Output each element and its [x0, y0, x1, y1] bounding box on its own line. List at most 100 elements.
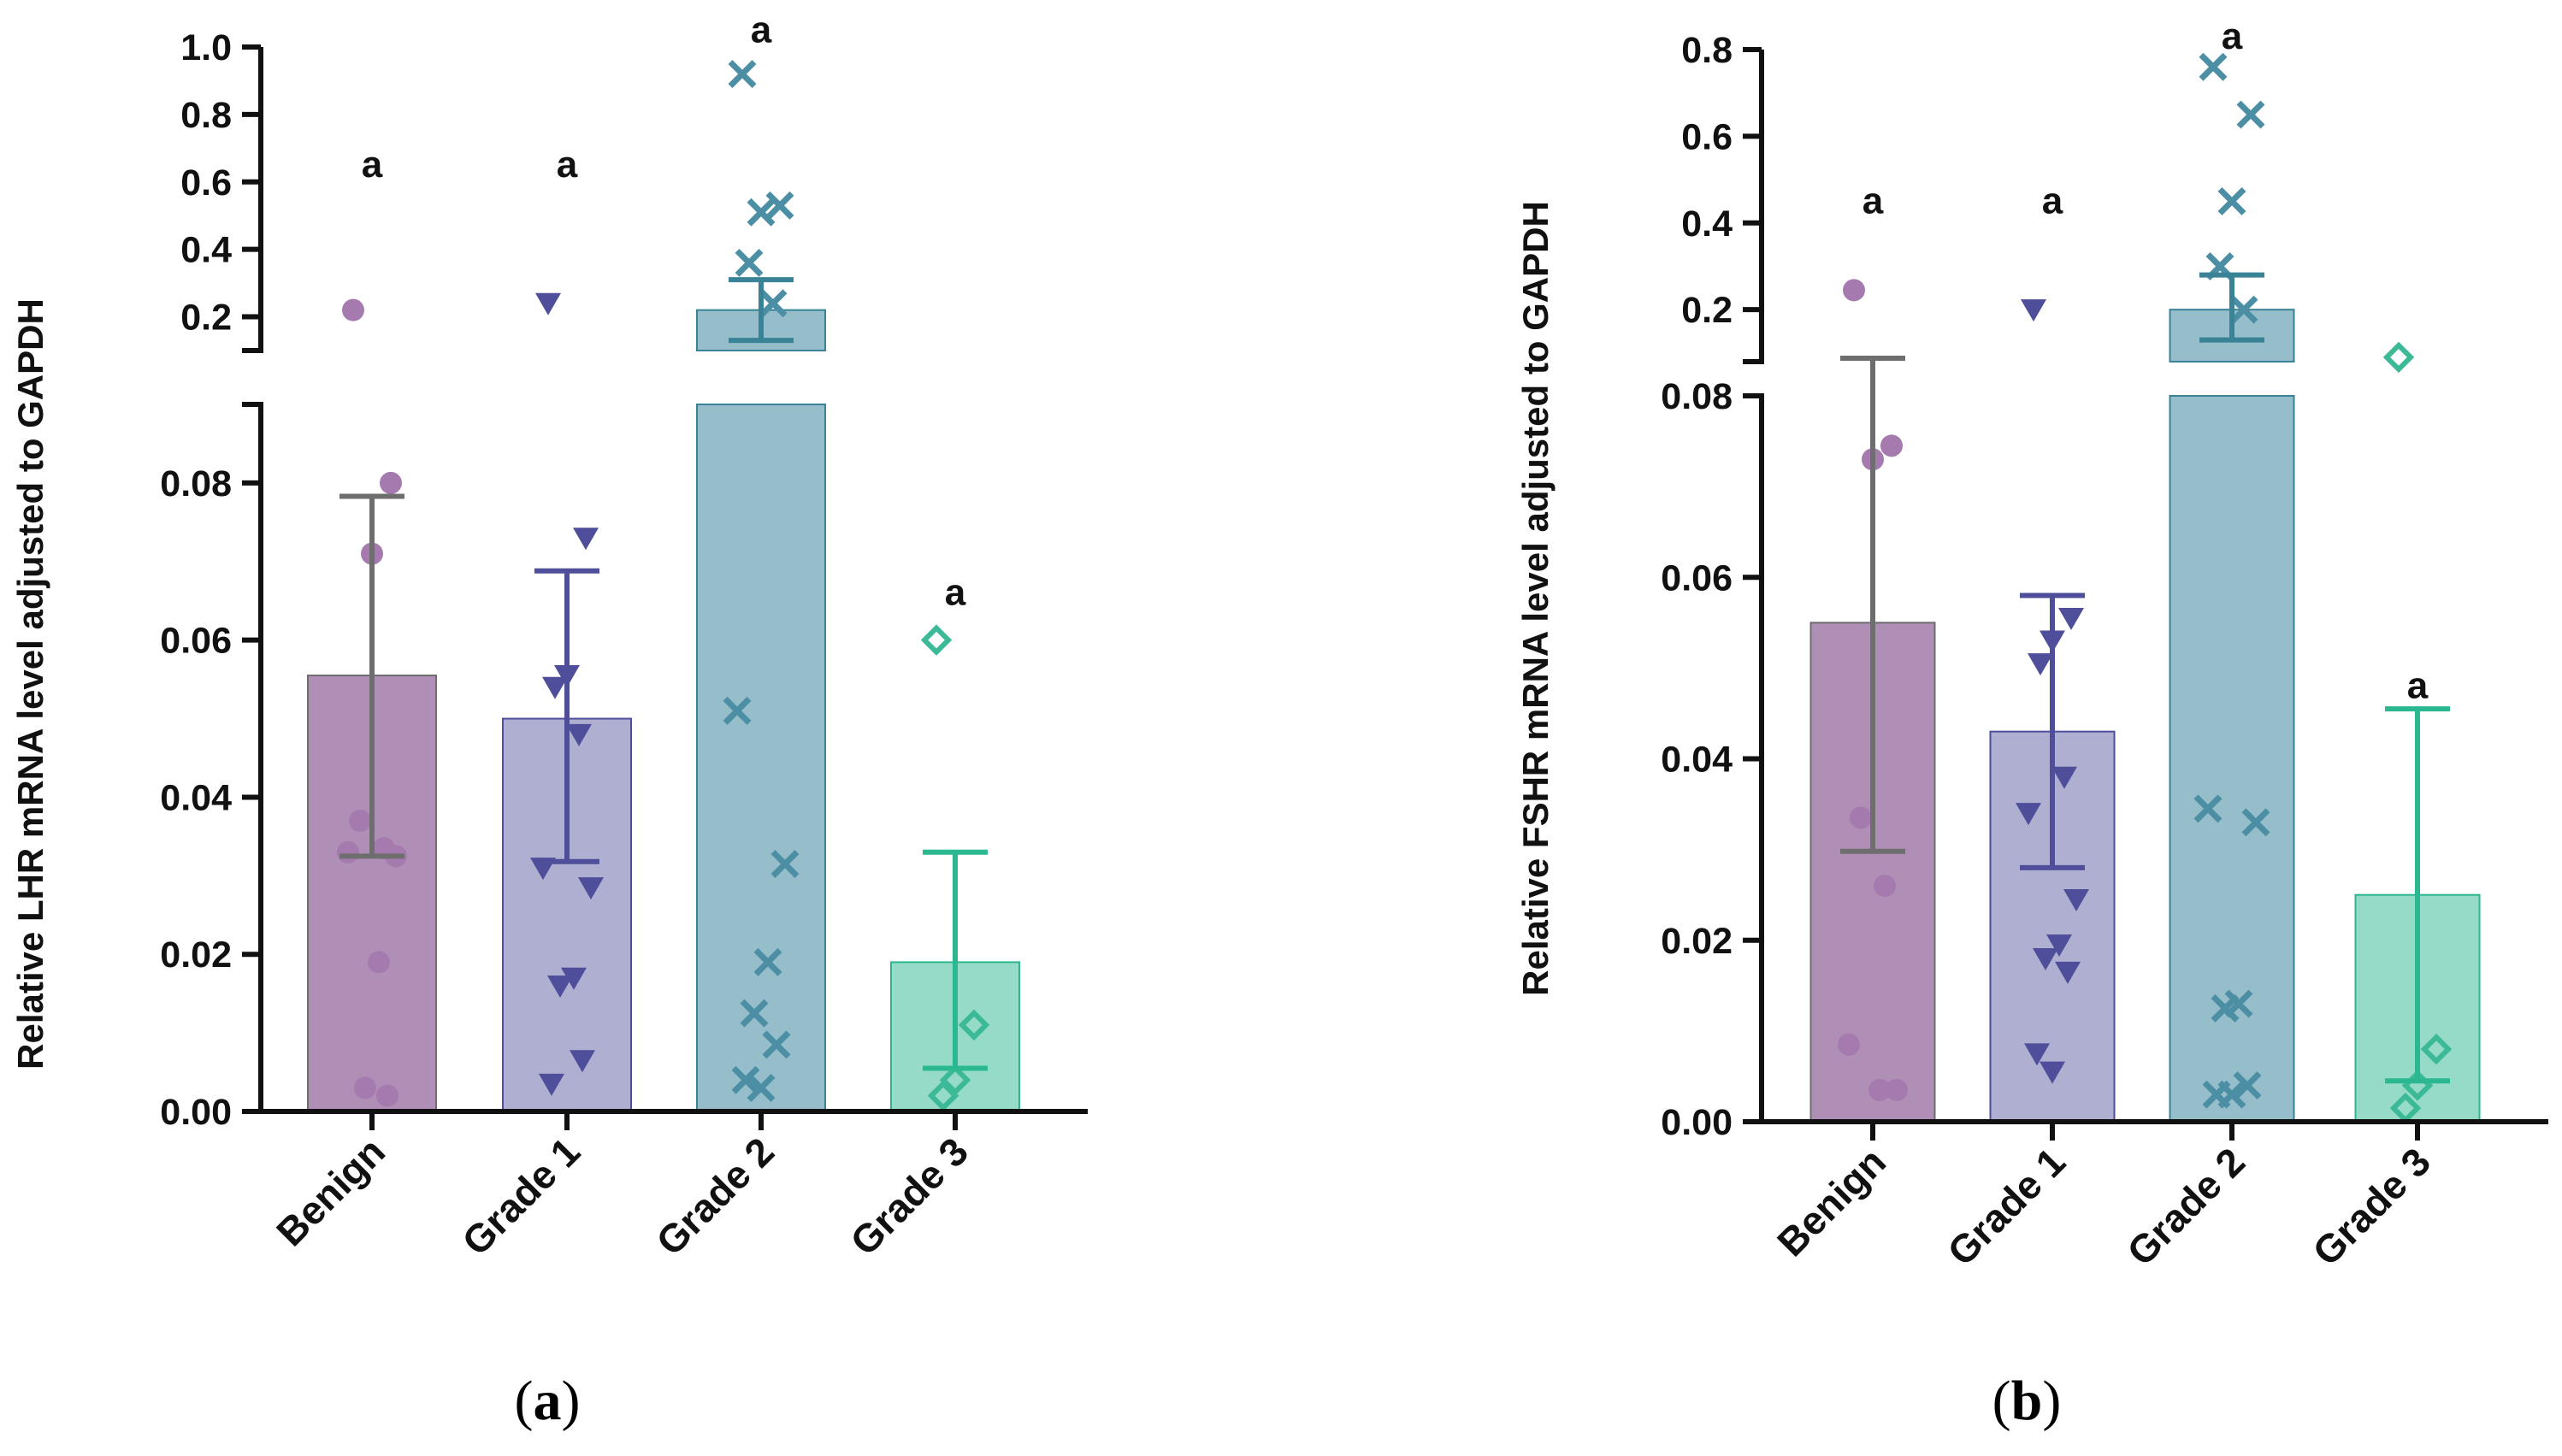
- data-point-grade-2: [747, 197, 776, 227]
- data-point-grade-2: [735, 248, 764, 277]
- data-point-grade-2: [765, 191, 794, 220]
- y-tick-label: 0.06: [1661, 557, 1733, 598]
- data-point-benign: [368, 951, 390, 974]
- data-point-grade-2: [2193, 794, 2223, 823]
- y-tick-label: 0.02: [160, 934, 232, 976]
- data-point-grade-1: [542, 676, 568, 699]
- data-point-grade-2: [2229, 295, 2258, 324]
- y-tick-label: 0.2: [180, 298, 232, 339]
- data-point-grade-1: [547, 975, 573, 998]
- y-tick-label: 0.00: [160, 1092, 232, 1133]
- x-tick-label-grade-3: Grade 3: [841, 1129, 977, 1264]
- x-tick-label-benign: Benign: [268, 1129, 393, 1254]
- significance-label-benign: a: [1862, 180, 1884, 221]
- y-tick-label: 0.08: [160, 463, 232, 504]
- data-point-grade-2: [2217, 186, 2246, 215]
- y-axis-title: Relative FSHR mRNA level adjusted to GAP…: [1515, 201, 1556, 996]
- data-point-grade-3: [958, 1009, 990, 1041]
- panel-a-chart: 0.00 0.02 0.04 0.06 0.08 0.2 0.4 0.6 0.8 1.0 Benig…: [10, 9, 1088, 1432]
- data-point-benign: [380, 471, 402, 494]
- data-point-benign: [1850, 806, 1872, 829]
- data-point-grade-1: [2040, 1061, 2065, 1084]
- y-tick-label: 0.04: [1661, 740, 1733, 781]
- panel-b-chart: 0.00 0.02 0.04 0.06 0.08 0.2 0.4 0.6 0.8 Benign Gr…: [1515, 15, 2548, 1432]
- y-tick-label: 0.02: [1661, 921, 1733, 962]
- data-point-grade-2: [747, 1073, 776, 1102]
- data-point-grade-1: [561, 967, 587, 990]
- x-tick-label-grade-1: Grade 1: [1939, 1139, 2074, 1274]
- significance-label-grade-3: a: [2407, 665, 2429, 707]
- data-point-grade-1: [2055, 961, 2081, 984]
- data-point-benign: [1868, 1078, 1891, 1101]
- data-point-grade-1: [2051, 766, 2077, 789]
- data-point-grade-1: [578, 877, 604, 900]
- x-tick-label-grade-1: Grade 1: [453, 1129, 588, 1264]
- y-tick-label: 0.08: [1661, 376, 1733, 417]
- data-point-benign: [1838, 1033, 1860, 1056]
- data-point-grade-1: [2016, 803, 2041, 826]
- data-point-grade-2: [759, 289, 788, 318]
- significance-label-grade-2: a: [751, 9, 772, 50]
- y-tick-label: 0.6: [1681, 116, 1733, 157]
- y-tick-label: 0.06: [160, 621, 232, 662]
- data-point-grade-1: [2063, 888, 2089, 911]
- data-point-grade-2: [2199, 52, 2228, 81]
- data-point-grade-2: [728, 60, 757, 89]
- y-tick-label: 0.6: [180, 162, 232, 203]
- data-point-grade-3: [2420, 1033, 2453, 1065]
- data-point-grade-2: [723, 696, 752, 725]
- data-point-grade-2: [762, 1030, 791, 1059]
- data-point-benign: [1874, 875, 1896, 898]
- significance-label-grade-1: a: [2042, 180, 2063, 221]
- data-point-grade-1: [2028, 653, 2053, 676]
- data-point-grade-2: [2233, 1071, 2262, 1100]
- data-point-benign: [342, 298, 364, 321]
- data-point-grade-1: [2024, 1043, 2050, 1066]
- significance-label-grade-1: a: [557, 144, 578, 186]
- data-point-grade-2: [740, 999, 769, 1028]
- data-point-grade-1: [535, 292, 561, 315]
- y-tick-label: 0.4: [180, 230, 232, 271]
- y-tick-label: 0.8: [180, 95, 232, 136]
- bar-grade-2-lower: [696, 404, 826, 1112]
- data-point-grade-2: [2211, 993, 2240, 1023]
- y-axis-title: Relative LHR mRNA level adjusted to GAPD…: [10, 298, 50, 1070]
- data-point-grade-2: [2241, 808, 2270, 837]
- x-tick-label-grade-3: Grade 3: [2304, 1139, 2439, 1274]
- data-point-grade-3: [939, 1064, 971, 1096]
- data-point-benign: [1880, 434, 1903, 457]
- panel-label: (a): [515, 1370, 581, 1432]
- data-point-benign: [354, 1076, 376, 1099]
- data-point-grade-2: [2236, 100, 2265, 129]
- data-point-grade-2: [2217, 1080, 2246, 1109]
- significance-label-benign: a: [362, 144, 383, 186]
- y-tick-label: 0.8: [1681, 30, 1733, 71]
- data-point-grade-1: [2021, 299, 2046, 322]
- data-point-grade-2: [770, 850, 800, 879]
- data-point-grade-3: [920, 624, 953, 656]
- x-tick-label-benign: Benign: [1768, 1139, 1894, 1264]
- data-point-grade-1: [2033, 947, 2058, 970]
- significance-label-grade-2: a: [2222, 15, 2243, 57]
- y-tick-label: 1.0: [180, 27, 232, 68]
- data-point-grade-3: [927, 1080, 959, 1111]
- panel-label: (b): [1992, 1370, 2062, 1432]
- data-point-grade-2: [753, 947, 782, 976]
- data-point-grade-1: [2046, 934, 2072, 958]
- data-point-benign: [349, 810, 371, 833]
- data-point-benign: [337, 840, 359, 864]
- significance-label-grade-3: a: [945, 572, 966, 614]
- y-tick-label: 0.4: [1681, 203, 1733, 245]
- y-tick-label: 0.2: [1681, 290, 1733, 331]
- data-point-benign: [376, 1084, 398, 1107]
- x-tick-label-grade-2: Grade 2: [2118, 1139, 2253, 1274]
- x-tick-label-grade-2: Grade 2: [647, 1129, 782, 1264]
- data-point-grade-1: [566, 723, 592, 746]
- data-point-benign: [1843, 279, 1865, 302]
- data-point-benign: [1886, 1078, 1908, 1101]
- y-tick-label: 0.04: [160, 777, 232, 818]
- data-point-grade-1: [539, 1073, 564, 1096]
- data-point-grade-3: [2382, 341, 2415, 374]
- data-point-grade-2: [731, 1065, 760, 1094]
